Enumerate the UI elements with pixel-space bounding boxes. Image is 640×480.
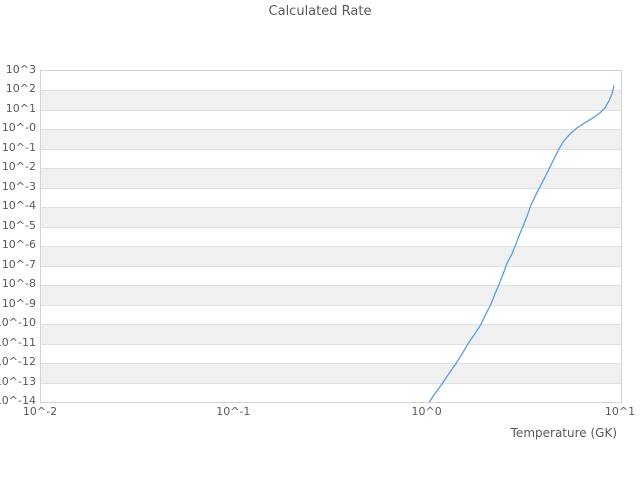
y-tick-label: 10^-10 — [0, 316, 36, 330]
x-tick-label: 10^0 — [411, 405, 442, 418]
grid-line — [41, 363, 621, 365]
y-tick-label: 10^-8 — [1, 277, 36, 291]
y-tick-label: 10^-6 — [1, 238, 36, 252]
rate-curve — [428, 85, 615, 402]
grid-band — [41, 71, 621, 91]
grid-line — [41, 343, 621, 345]
x-tick-label: 10^1 — [604, 405, 636, 418]
grid-band — [41, 148, 621, 169]
grid-band — [41, 246, 621, 266]
grid-band — [41, 90, 621, 110]
x-axis-title: Temperature (GK) — [510, 426, 617, 440]
grid-band — [41, 207, 621, 227]
grid-line — [41, 246, 621, 248]
grid-line — [41, 90, 621, 92]
grid-line — [41, 207, 621, 209]
y-tick-label: 10^-2 — [1, 160, 36, 174]
grid-band — [41, 285, 621, 305]
grid-line — [41, 285, 621, 287]
grid-line — [41, 129, 621, 131]
grid-line — [41, 324, 621, 326]
x-tick-label: 10^-2 — [22, 405, 58, 418]
grid-line — [41, 148, 621, 150]
grid-band — [41, 226, 621, 247]
grid-band — [41, 304, 621, 325]
grid-band — [41, 324, 621, 344]
plot-area — [40, 70, 622, 403]
y-tick-label: 10^-5 — [1, 218, 36, 232]
grid-line — [41, 226, 621, 228]
grid-line — [41, 168, 621, 170]
grid-line — [41, 304, 621, 306]
x-tick-label: 10^-1 — [216, 405, 251, 418]
grid-band — [41, 343, 621, 364]
grid-line — [41, 382, 621, 384]
grid-band — [41, 168, 621, 188]
y-tick-label: 10^2 — [5, 82, 36, 96]
chart-svg — [428, 85, 615, 402]
y-tick-label: 10^-13 — [0, 374, 36, 388]
grid-band — [41, 382, 621, 402]
y-tick-label: 10^-0 — [1, 121, 36, 135]
grid-band — [41, 129, 621, 149]
grid-line — [41, 187, 621, 189]
y-tick-label: 10^-4 — [1, 199, 36, 213]
y-tick-label: 10^-11 — [0, 335, 36, 349]
y-tick-label: 10^-12 — [0, 355, 36, 369]
grid-band — [41, 187, 621, 208]
y-tick-label: 10^-1 — [1, 140, 36, 154]
grid-line — [41, 265, 621, 267]
y-tick-label: 10^1 — [5, 101, 36, 115]
y-tick-label: 10^3 — [5, 63, 36, 76]
grid-line — [41, 109, 621, 111]
grid-band — [41, 363, 621, 383]
y-tick-label: 10^-3 — [1, 179, 36, 193]
grid-band — [41, 109, 621, 130]
chart-title: Calculated Rate — [268, 4, 372, 19]
grid-band — [41, 265, 621, 286]
y-tick-label: 10^-14 — [0, 394, 36, 407]
y-tick-label: 10^-9 — [1, 296, 36, 310]
y-tick-label: 10^-7 — [1, 257, 36, 271]
